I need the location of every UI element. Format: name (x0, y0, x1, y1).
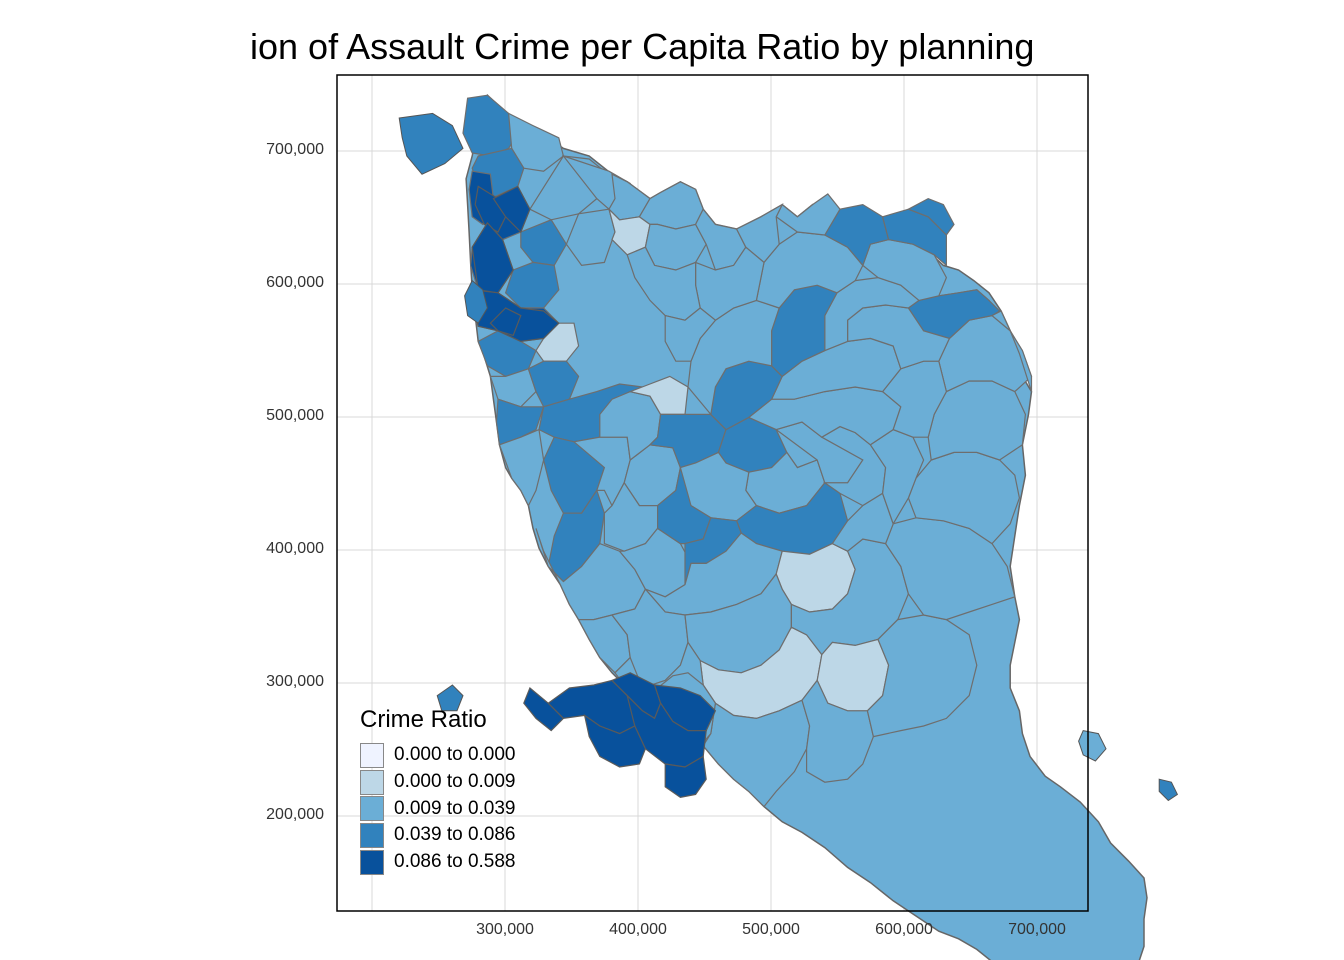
region-46[interactable] (801, 679, 875, 783)
island-4[interactable] (436, 684, 464, 712)
y-tick-label: 600,000 (266, 274, 324, 291)
high-ratio-region-4[interactable] (489, 307, 522, 337)
y-tick-label: 700,000 (266, 141, 324, 158)
region-54[interactable] (990, 310, 1033, 392)
legend-label: 0.000 to 0.000 (394, 744, 516, 766)
x-tick-label: 500,000 (742, 921, 800, 938)
legend-label: 0.039 to 0.086 (394, 824, 516, 846)
high-ratio-region-10[interactable] (664, 755, 707, 799)
high-ratio-region-1[interactable] (492, 185, 531, 234)
legend: Crime Ratio 0.000 to 0.000 0.000 to 0.009… (360, 706, 516, 875)
legend-item: 0.086 to 0.588 (360, 849, 516, 876)
region-0[interactable] (462, 94, 522, 157)
island-3[interactable] (1158, 778, 1179, 802)
x-tick-label: 600,000 (875, 921, 933, 938)
legend-items: 0.000 to 0.000 0.000 to 0.009 0.009 to 0.0… (360, 742, 516, 875)
legend-label: 0.086 to 0.588 (394, 851, 516, 873)
y-tick-label: 200,000 (266, 806, 324, 823)
island-1[interactable] (464, 279, 488, 324)
plot-border (336, 74, 1089, 912)
legend-item: 0.000 to 0.000 (360, 742, 516, 769)
x-tick-label: 700,000 (1008, 921, 1066, 938)
y-tick-label: 300,000 (266, 673, 324, 690)
region-72[interactable] (906, 197, 955, 236)
legend-title: Crime Ratio (360, 706, 487, 733)
x-tick-label: 300,000 (476, 921, 534, 938)
island-2[interactable] (1078, 730, 1107, 762)
y-tick-label: 400,000 (266, 540, 324, 557)
map-regions (398, 94, 1179, 960)
legend-label: 0.009 to 0.039 (394, 797, 516, 819)
region-10[interactable] (504, 261, 560, 309)
legend-item: 0.039 to 0.086 (360, 822, 516, 849)
x-tick-label: 400,000 (609, 921, 667, 938)
legend-item: 0.000 to 0.009 (360, 769, 516, 796)
legend-swatch (360, 796, 384, 822)
chart-title: ion of Assault Crime per Capita Ratio by… (0, 26, 1344, 76)
region-58[interactable] (869, 428, 925, 526)
chart-title-text: ion of Assault Crime per Capita Ratio by… (250, 26, 1035, 67)
island-0[interactable] (398, 112, 464, 175)
region-47[interactable] (866, 614, 978, 738)
high-ratio-region-11[interactable] (523, 687, 565, 732)
region-12[interactable] (535, 322, 580, 362)
legend-swatch (360, 742, 384, 768)
region-81[interactable] (664, 307, 717, 362)
legend-label: 0.000 to 0.009 (394, 771, 516, 793)
region-28[interactable] (628, 375, 689, 415)
legend-swatch (360, 822, 384, 848)
region-43[interactable] (702, 699, 811, 808)
region-57[interactable] (831, 492, 894, 552)
legend-swatch (360, 769, 384, 795)
region-19[interactable] (498, 428, 545, 507)
high-ratio-region-9[interactable] (583, 714, 647, 768)
y-tick-label: 500,000 (266, 407, 324, 424)
region-15[interactable] (527, 360, 580, 408)
legend-item: 0.009 to 0.039 (360, 795, 516, 822)
legend-swatch (360, 849, 384, 875)
region-49[interactable] (907, 451, 1021, 545)
